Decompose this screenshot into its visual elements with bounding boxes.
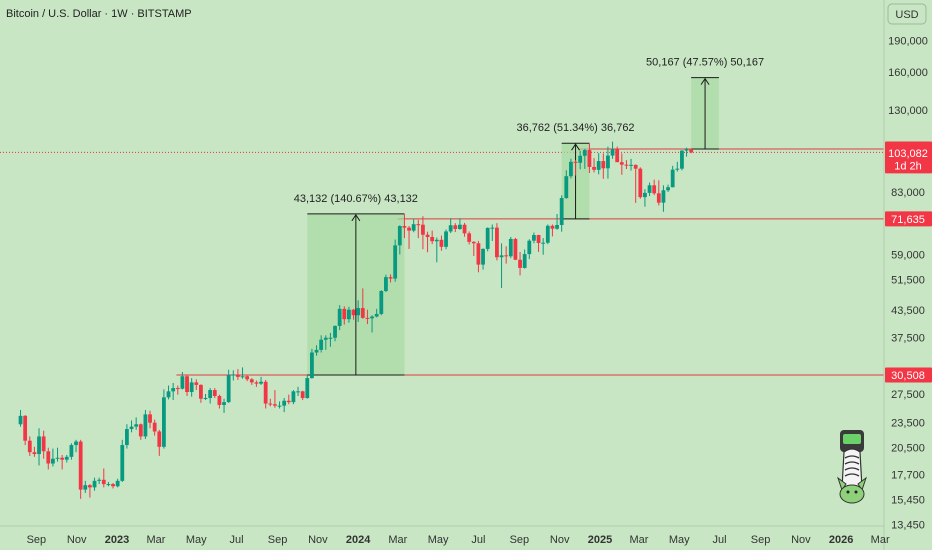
- y-tick-label: 15,450: [891, 494, 925, 506]
- candle[interactable]: [486, 227, 490, 251]
- y-tick-label: 59,000: [891, 249, 925, 261]
- candle[interactable]: [393, 240, 397, 282]
- candle[interactable]: [292, 390, 296, 404]
- x-tick-label: Nov: [67, 534, 87, 546]
- candle[interactable]: [23, 415, 27, 445]
- x-tick-label: Jul: [713, 534, 727, 546]
- candle[interactable]: [638, 167, 642, 198]
- x-tick-label: May: [186, 534, 207, 546]
- candle[interactable]: [379, 290, 383, 315]
- candle[interactable]: [162, 389, 166, 448]
- candle[interactable]: [444, 230, 448, 250]
- measure-label: 36,762 (51.34%) 36,762: [517, 122, 635, 134]
- x-tick-label: May: [669, 534, 690, 546]
- y-tick-label: 23,500: [891, 418, 925, 430]
- candle[interactable]: [546, 224, 550, 244]
- x-tick-label: Mar: [871, 534, 890, 546]
- price-badge-label: 103,082: [888, 148, 928, 160]
- x-tick-label: Sep: [751, 534, 771, 546]
- y-tick-label: 43,500: [891, 305, 925, 317]
- x-tick-label: 2023: [105, 534, 129, 546]
- candle[interactable]: [384, 275, 388, 292]
- y-tick-label: 20,500: [891, 443, 925, 455]
- y-tick-label: 190,000: [888, 36, 928, 48]
- candle[interactable]: [509, 237, 513, 258]
- x-tick-label: Sep: [268, 534, 288, 546]
- currency-button[interactable]: USD: [888, 4, 926, 24]
- x-tick-label: Mar: [147, 534, 166, 546]
- candle[interactable]: [305, 376, 309, 399]
- x-tick-label: Nov: [791, 534, 811, 546]
- candle[interactable]: [680, 150, 684, 170]
- y-tick-label: 27,500: [891, 389, 925, 401]
- y-tick-label: 83,000: [891, 187, 925, 199]
- price-badge-label: 71,635: [891, 214, 925, 226]
- price-badge-label: 30,508: [891, 370, 925, 382]
- x-tick-label: May: [428, 534, 449, 546]
- x-tick-label: 2026: [829, 534, 853, 546]
- x-tick-label: 2025: [588, 534, 612, 546]
- measure-label: 50,167 (47.57%) 50,167: [646, 57, 764, 69]
- x-tick-label: 2024: [346, 534, 371, 546]
- x-tick-label: Sep: [27, 534, 47, 546]
- x-tick-label: Mar: [630, 534, 649, 546]
- x-tick-label: Nov: [550, 534, 570, 546]
- y-tick-label: 13,450: [891, 520, 925, 532]
- x-tick-label: Mar: [388, 534, 407, 546]
- measure-label: 43,132 (140.67%) 43,132: [294, 193, 418, 205]
- candle[interactable]: [310, 349, 314, 379]
- countdown-label: 1d 2h: [894, 160, 922, 172]
- candle[interactable]: [514, 238, 518, 260]
- chart-title: Bitcoin / U.S. Dollar · 1W · BITSTAMP: [6, 8, 192, 20]
- candle[interactable]: [120, 440, 124, 482]
- y-tick-label: 51,500: [891, 274, 925, 286]
- currency-label: USD: [895, 9, 918, 21]
- y-tick-label: 160,000: [888, 67, 928, 79]
- candle[interactable]: [495, 223, 499, 260]
- x-tick-label: Jul: [471, 534, 485, 546]
- y-tick-label: 17,700: [891, 470, 925, 482]
- x-tick-label: Nov: [308, 534, 328, 546]
- x-tick-label: Sep: [510, 534, 530, 546]
- y-tick-label: 37,500: [891, 332, 925, 344]
- x-tick-label: Jul: [230, 534, 244, 546]
- y-tick-label: 130,000: [888, 105, 928, 117]
